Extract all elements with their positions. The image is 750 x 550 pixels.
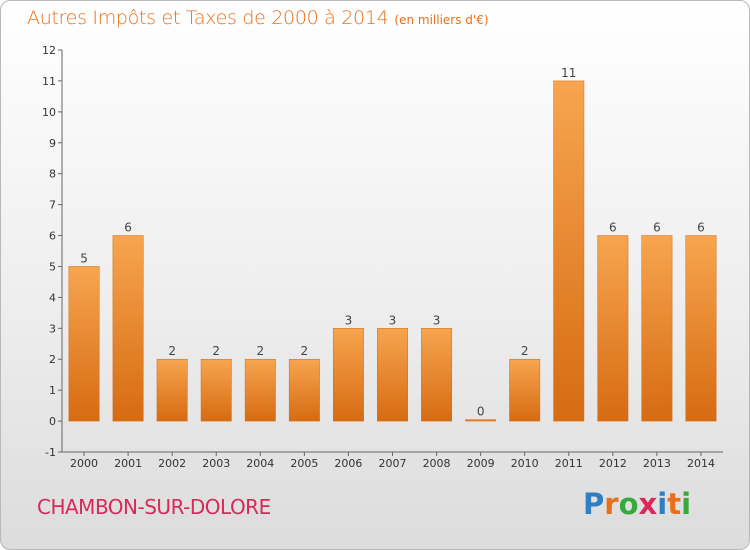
bar-value-label: 11 (561, 66, 576, 80)
x-tick-label: 2011 (555, 457, 583, 470)
logo-letter: o (618, 487, 639, 521)
bar-value-label: 6 (609, 221, 617, 235)
bar-value-label: 3 (389, 313, 397, 327)
bar (421, 328, 453, 422)
bar-value-label: 2 (212, 344, 220, 358)
y-tick-label: 12 (42, 44, 56, 57)
x-tick-label: 2000 (70, 457, 98, 470)
bar (465, 419, 497, 422)
x-tick-label: 2007 (379, 457, 407, 470)
logo-letter: r (604, 487, 619, 521)
x-tick-label: 2014 (687, 457, 715, 470)
y-tick-label: 5 (49, 260, 56, 273)
y-tick-label: 10 (42, 106, 56, 119)
bar (156, 358, 188, 422)
y-tick-label: 6 (49, 230, 56, 243)
bar-value-label: 2 (168, 344, 176, 358)
y-tick-label: 1 (49, 384, 56, 397)
bar-value-label: 6 (653, 221, 661, 235)
x-tick-label: 2008 (423, 457, 451, 470)
x-tick-label: 2003 (202, 457, 230, 470)
logo-letter: i (657, 487, 668, 521)
x-tick-label: 2012 (599, 457, 627, 470)
x-tick-label: 2009 (467, 457, 495, 470)
bar (244, 358, 276, 422)
y-tick-label: 9 (49, 137, 56, 150)
bar (68, 266, 100, 422)
bar (377, 328, 408, 422)
bar-value-label: 2 (521, 344, 529, 358)
bar (288, 358, 320, 422)
y-tick-label: 0 (49, 415, 56, 428)
y-tick-label: 11 (42, 75, 56, 88)
bar (597, 235, 629, 422)
bar (641, 235, 673, 422)
x-tick-label: 2013 (643, 457, 671, 470)
bar (112, 235, 144, 422)
chart-data-labels: 5 6 2 2 2 2 3 3 3 0 2 11 6 6 6 (80, 66, 705, 419)
bar (332, 328, 364, 422)
y-tick-label: 7 (49, 199, 56, 212)
bar-value-label: 5 (80, 251, 88, 265)
y-tick-label: 4 (49, 291, 56, 304)
commune-name: CHAMBON-SUR-DOLORE (37, 495, 271, 519)
chart-title: Autres Impôts et Taxes de 2000 à 2014 (27, 7, 389, 29)
x-tick-label: 2002 (158, 457, 186, 470)
chart-unit-note: (en milliers d'€) (394, 13, 489, 27)
bar-value-label: 6 (697, 221, 705, 235)
chart-title-block: Autres Impôts et Taxes de 2000 à 2014 (en… (27, 7, 489, 29)
x-tick-label: 2004 (246, 457, 274, 470)
proxiti-logo[interactable]: Proxiti (583, 487, 691, 521)
bar (685, 235, 717, 422)
logo-letter: P (583, 487, 605, 521)
bar-value-label: 3 (433, 313, 441, 327)
bar-value-label: 6 (124, 221, 132, 235)
bar (553, 80, 585, 422)
logo-letter: t (667, 487, 682, 521)
y-tick-label: 3 (49, 322, 56, 335)
bar (200, 358, 232, 422)
y-tick-label: 8 (49, 168, 56, 181)
bar-value-label: 0 (477, 405, 485, 419)
x-tick-label: 2001 (114, 457, 142, 470)
bar-value-label: 2 (256, 344, 264, 358)
logo-letter: x (638, 487, 658, 521)
bar (509, 358, 541, 422)
x-tick-label: 2010 (511, 457, 539, 470)
x-tick-label: 2006 (334, 457, 362, 470)
bar-value-label: 2 (301, 344, 309, 358)
x-tick-label: 2005 (290, 457, 318, 470)
logo-letter: i (681, 487, 692, 521)
bar-value-label: 3 (345, 313, 353, 327)
y-tick-label: 2 (49, 353, 56, 366)
chart-bars (68, 80, 717, 422)
y-tick-label: -1 (45, 446, 56, 459)
